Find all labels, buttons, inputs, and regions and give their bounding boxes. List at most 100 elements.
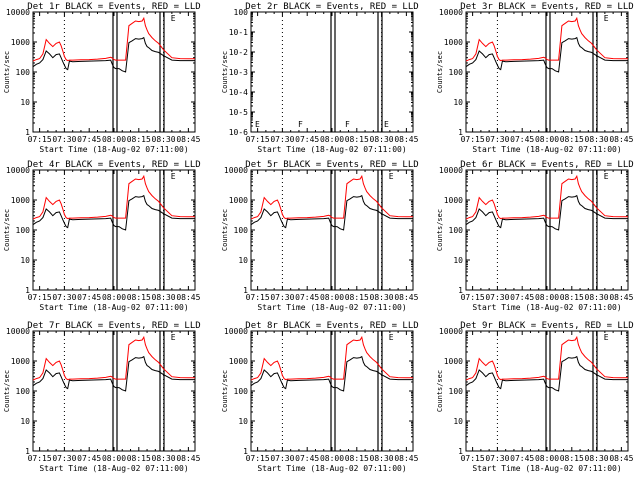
marker-e: E: [604, 333, 609, 342]
x-axis-label: Start Time (18-Aug-02 07:11:00): [39, 464, 188, 473]
x-tick-label: 08:15: [345, 135, 369, 144]
x-tick-label: 07:45: [510, 454, 534, 463]
panel-6: Det 6r BLACK = Events, RED = LLD 1 10 100 10…: [436, 160, 634, 312]
panel-title: Det 1r BLACK = Events, RED = LLD: [27, 2, 200, 12]
x-tick-label: 08:45: [609, 293, 633, 302]
x-tick-label: 07:45: [77, 135, 101, 144]
x-tick-label: 07:15: [461, 135, 485, 144]
series-events: [465, 355, 628, 392]
x-tick-label: 08:15: [345, 293, 369, 302]
y-tick-label: 100: [16, 226, 31, 235]
y-tick-label: 10000: [439, 166, 463, 175]
x-tick-label: 08:00: [320, 293, 344, 302]
y-tick-label: 10: [453, 256, 463, 265]
x-tick-label: 08:30: [370, 135, 394, 144]
panel-title: Det 3r BLACK = Events, RED = LLD: [460, 2, 633, 12]
plot-frame: [32, 11, 196, 133]
y-axis-label: Counts/sec: [436, 370, 444, 412]
x-tick-label: 08:15: [127, 293, 151, 302]
panel-7: Det 7r BLACK = Events, RED = LLD 1 10 100 10…: [3, 321, 201, 473]
x-tick-label: 07:15: [28, 135, 52, 144]
x-tick-label: 07:45: [77, 454, 101, 463]
x-tick-label: 07:45: [295, 454, 319, 463]
x-tick-label: 08:45: [176, 293, 200, 302]
x-tick-label: 08:00: [535, 293, 559, 302]
y-tick-label: 1000: [444, 196, 463, 205]
plot-frame: [250, 11, 414, 133]
y-tick-label: 10000: [224, 327, 248, 336]
panel-3: Det 3r BLACK = Events, RED = LLD 1 10 100 10…: [436, 2, 634, 154]
series-lld: [465, 174, 628, 220]
y-tick-label: 1000: [444, 38, 463, 47]
x-tick-label: 08:30: [585, 135, 609, 144]
x-tick-label: 07:30: [52, 293, 76, 302]
series-lld: [32, 16, 195, 62]
panel-title: Det 6r BLACK = Events, RED = LLD: [460, 160, 633, 170]
y-tick-label: 10000: [6, 8, 30, 17]
y-tick-label: 1000: [229, 357, 248, 366]
y-tick-label: 10000: [6, 327, 30, 336]
x-axis-label: Start Time (18-Aug-02 07:11:00): [39, 303, 188, 312]
plot-frame: [32, 169, 196, 291]
x-axis-label: Start Time (18-Aug-02 07:11:00): [472, 464, 621, 473]
x-tick-label: 08:00: [320, 135, 344, 144]
series-events: [32, 355, 195, 392]
y-tick-label: 100: [449, 387, 464, 396]
x-tick-label: 08:45: [394, 135, 418, 144]
marker-e: E: [604, 14, 609, 23]
y-tick-label: 10: [238, 417, 248, 426]
y-axis-label: Counts/sec: [3, 370, 11, 412]
x-tick-label: 07:15: [28, 454, 52, 463]
y-tick-label: 10: [20, 98, 30, 107]
series-events: [250, 355, 413, 392]
x-tick-label: 07:45: [510, 135, 534, 144]
y-tick-label: 10: [20, 417, 30, 426]
x-tick-label: 07:15: [246, 135, 270, 144]
x-tick-label: 08:45: [609, 135, 633, 144]
x-tick-label: 07:30: [485, 454, 509, 463]
y-tick-label: 1: [25, 447, 30, 456]
x-axis-label: Start Time (18-Aug-02 07:11:00): [257, 303, 406, 312]
series-events: [465, 36, 628, 73]
x-tick-label: 07:30: [485, 293, 509, 302]
marker-e: E: [389, 172, 394, 181]
marker-f: F: [298, 120, 303, 129]
x-tick-label: 08:15: [345, 454, 369, 463]
panel-title: Det 4r BLACK = Events, RED = LLD: [27, 160, 200, 170]
y-axis-label: Counts/sec: [221, 51, 229, 93]
marker-e: E: [604, 172, 609, 181]
plot-frame: [465, 330, 629, 452]
y-tick-label: 100: [234, 226, 249, 235]
panel-2: Det 2r BLACK = Events, RED = LLD 10-6 10-5…: [221, 2, 419, 154]
x-tick-label: 08:00: [102, 454, 126, 463]
y-axis-label: Counts/sec: [3, 209, 11, 251]
x-tick-label: 07:30: [52, 135, 76, 144]
panel-4: Det 4r BLACK = Events, RED = LLD 1 10 100 10…: [3, 160, 201, 312]
panel-title: Det 9r BLACK = Events, RED = LLD: [460, 321, 633, 331]
plot-frame: [465, 169, 629, 291]
y-tick-label: 1: [458, 447, 463, 456]
y-axis-label: Counts/sec: [436, 51, 444, 93]
x-tick-label: 08:30: [585, 454, 609, 463]
x-tick-label: 07:30: [270, 454, 294, 463]
series-events: [32, 194, 195, 231]
y-tick-label: 100: [234, 8, 249, 17]
x-tick-label: 08:30: [152, 293, 176, 302]
y-tick-label: 10000: [224, 166, 248, 175]
x-tick-label: 08:45: [176, 454, 200, 463]
x-tick-label: 07:45: [510, 293, 534, 302]
y-tick-label: 10000: [6, 166, 30, 175]
y-tick-label: 1000: [444, 357, 463, 366]
marker-e: E: [171, 172, 176, 181]
marker-f: F: [345, 120, 350, 129]
panel-9: Det 9r BLACK = Events, RED = LLD 1 10 100 10…: [436, 321, 634, 473]
x-tick-label: 08:45: [609, 454, 633, 463]
y-tick-label: 10-2: [229, 48, 248, 57]
x-tick-label: 07:45: [77, 293, 101, 302]
x-tick-label: 08:30: [370, 454, 394, 463]
x-tick-label: 08:30: [370, 293, 394, 302]
series-events: [465, 194, 628, 231]
x-tick-label: 08:15: [560, 454, 584, 463]
x-tick-label: 07:15: [461, 293, 485, 302]
